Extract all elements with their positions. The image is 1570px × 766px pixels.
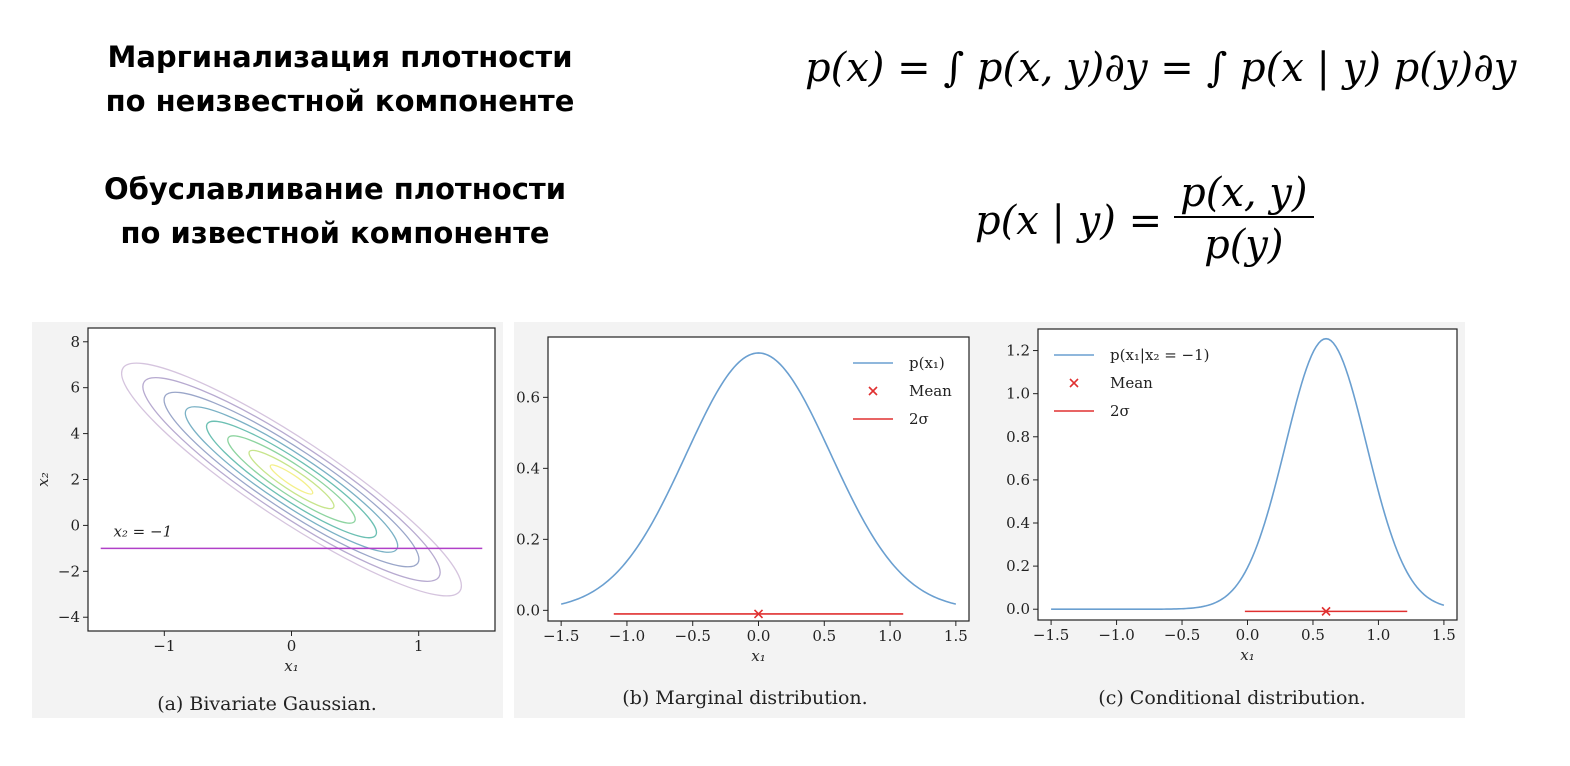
conditioning-heading: Обуславливание плотности по известной ко… bbox=[35, 167, 635, 255]
y-tick-label: 2 bbox=[70, 471, 80, 489]
x-tick-label: 1.5 bbox=[944, 627, 968, 645]
conditional-formula-numerator: p(x, y) bbox=[1180, 170, 1308, 216]
plot-area bbox=[548, 337, 969, 621]
x-tick-label: 0 bbox=[287, 637, 297, 655]
x-tick-label: 1.0 bbox=[1367, 626, 1391, 644]
y-tick-label: 4 bbox=[70, 425, 80, 443]
y-tick-label: 0.8 bbox=[1006, 428, 1030, 446]
x-axis-label: x₁ bbox=[1240, 646, 1254, 664]
contour-level-6 bbox=[227, 435, 356, 524]
y-tick-label: 0 bbox=[70, 516, 80, 534]
x-tick-label: −1 bbox=[153, 637, 175, 655]
legend-two-sigma-label: 2σ bbox=[909, 410, 929, 428]
x-axis-label: x₁ bbox=[284, 657, 298, 675]
y-tick-label: 0.6 bbox=[1006, 471, 1030, 489]
marginalization-heading-line2: по неизвестной компоненте bbox=[105, 84, 575, 118]
y-tick-label: 0.2 bbox=[516, 530, 540, 548]
plot-area bbox=[1038, 329, 1457, 620]
conditional-formula-denominator: p(y) bbox=[1204, 222, 1284, 268]
x-tick-label: 1.5 bbox=[1432, 626, 1456, 644]
y-tick-label: 0.0 bbox=[516, 601, 540, 619]
contour-level-1 bbox=[120, 362, 463, 597]
x-tick-label: −1.5 bbox=[543, 627, 579, 645]
contour-level-3 bbox=[163, 391, 420, 568]
y-tick-label: 8 bbox=[70, 333, 80, 351]
y-tick-label: 0.0 bbox=[1006, 600, 1030, 618]
chart-caption: (a) Bivariate Gaussian. bbox=[157, 693, 377, 715]
y-tick-label: 0.6 bbox=[516, 388, 540, 406]
chart-caption: (c) Conditional distribution. bbox=[1098, 687, 1365, 709]
plot-content bbox=[100, 362, 483, 597]
density-curve bbox=[1051, 337, 1445, 611]
y-tick-label: −2 bbox=[58, 562, 80, 580]
chart-caption: (b) Marginal distribution. bbox=[622, 687, 867, 709]
legend-mean-label: Mean bbox=[1110, 374, 1153, 392]
density-curve bbox=[560, 352, 957, 605]
contour-level-4 bbox=[184, 406, 399, 553]
legend-mean-label: Mean bbox=[909, 382, 952, 400]
x-tick-label: −1.0 bbox=[1098, 626, 1134, 644]
x-tick-label: −0.5 bbox=[675, 627, 711, 645]
y-tick-label: 1.0 bbox=[1006, 385, 1030, 403]
contour-level-2 bbox=[142, 377, 441, 582]
legend-series-label: p(x₁) bbox=[909, 354, 945, 372]
y-tick-label: −4 bbox=[58, 608, 80, 626]
conditioning-heading-line2: по известной компоненте bbox=[120, 216, 550, 250]
x-tick-label: 1.0 bbox=[878, 627, 902, 645]
legend-mean-swatch bbox=[868, 386, 878, 396]
chart-2: p(x₁) Mean 2σ −1.5 −1.0 −0.5 0.0 0.5 1.0 1.5 0.0 0.… bbox=[514, 322, 996, 718]
conditional-formula-lhs: p(x | y) = bbox=[975, 198, 1163, 244]
legend-series-label: p(x₁|x₂ = −1) bbox=[1110, 346, 1210, 364]
contour-level-7 bbox=[248, 449, 335, 510]
conditional-formula: p(x | y) = p(x, y) p(y) bbox=[975, 170, 1314, 272]
plot-content bbox=[560, 352, 957, 619]
plot-area bbox=[88, 328, 495, 631]
chart-1: x₂ = −1 −1 0 1 −4 −2 0 2 4 6 8 x₁ x₂ (a) Bivariate Ga… bbox=[32, 322, 503, 718]
mean-marker bbox=[753, 609, 764, 619]
x-axis-label: x₁ bbox=[751, 647, 765, 665]
y-axis-label: x₂ bbox=[34, 472, 52, 486]
legend-two-sigma-label: 2σ bbox=[1110, 402, 1130, 420]
x-tick-label: 1 bbox=[414, 637, 424, 655]
marginalization-heading: Маргинализация плотности по неизвестной … bbox=[40, 35, 640, 123]
plot-content bbox=[1051, 337, 1445, 616]
fraction-bar bbox=[1174, 216, 1314, 218]
marginal-formula: p(x) = ∫ p(x, y)∂y = ∫ p(x | y) p(y)∂y bbox=[805, 45, 1517, 91]
marginalization-heading-line1: Маргинализация плотности bbox=[107, 40, 573, 74]
contour-level-5 bbox=[205, 420, 378, 539]
x-tick-label: 0.0 bbox=[1236, 626, 1260, 644]
chart-3: p(x₁|x₂ = −1) Mean 2σ −1.5 −1.0 −0.5 0.0 0.5 1.0… bbox=[996, 322, 1465, 718]
x-tick-label: −1.0 bbox=[609, 627, 645, 645]
legend-mean-swatch bbox=[1069, 378, 1079, 388]
conditioning-heading-line1: Обуславливание плотности bbox=[103, 172, 567, 206]
y-tick-label: 0.2 bbox=[1006, 557, 1030, 575]
y-tick-label: 0.4 bbox=[1006, 514, 1030, 532]
condition-line-label: x₂ = −1 bbox=[113, 522, 172, 540]
x-tick-label: 0.5 bbox=[812, 627, 836, 645]
y-tick-label: 6 bbox=[70, 379, 80, 397]
y-tick-label: 0.4 bbox=[516, 459, 540, 477]
contour-level-8 bbox=[269, 464, 314, 495]
x-tick-label: 0.5 bbox=[1301, 626, 1325, 644]
x-tick-label: −1.5 bbox=[1033, 626, 1069, 644]
x-tick-label: 0.0 bbox=[747, 627, 771, 645]
y-tick-label: 1.2 bbox=[1006, 342, 1030, 360]
mean-marker bbox=[1321, 606, 1331, 616]
x-tick-label: −0.5 bbox=[1164, 626, 1200, 644]
